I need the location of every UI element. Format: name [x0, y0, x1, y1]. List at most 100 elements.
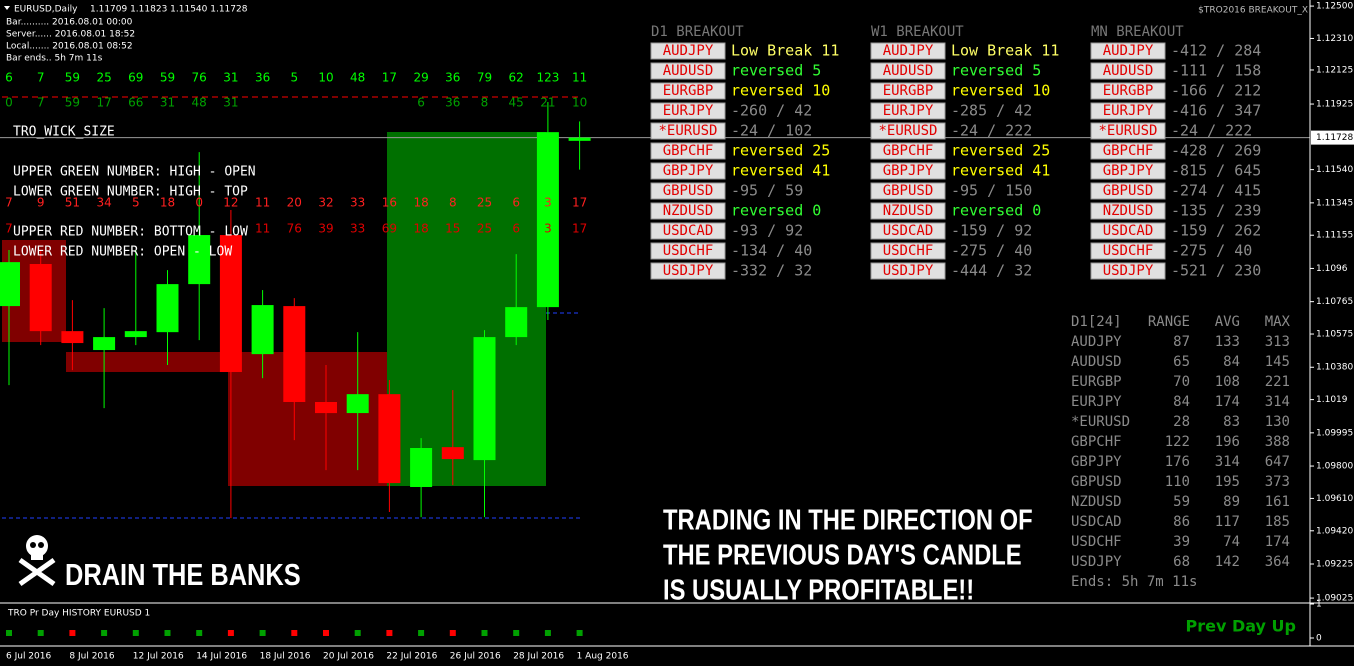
x-tick-label: 22 Jul 2016	[386, 652, 437, 662]
table-cell: 388	[1265, 434, 1290, 450]
table-cell: EURJPY	[1071, 394, 1122, 410]
history-mark	[418, 630, 425, 636]
table-cell: *EURUSD	[1071, 414, 1130, 430]
wick-count: 11	[255, 196, 270, 210]
table-cell: USDCAD	[1071, 514, 1122, 530]
status: -428 / 269	[1171, 142, 1261, 160]
wick-count: 76	[287, 222, 302, 236]
status: reversed 5	[951, 62, 1041, 80]
status: reversed 0	[731, 202, 821, 220]
wick-count: 7	[37, 96, 45, 110]
pair: USDCAD	[883, 223, 934, 239]
pair: GBPJPY	[1103, 163, 1154, 179]
candle-body	[536, 132, 559, 308]
table-cell: 87	[1173, 334, 1190, 350]
candle-body	[156, 284, 179, 333]
pair-box	[1090, 162, 1166, 180]
pair: AUDUSD	[1103, 63, 1154, 79]
pair-box	[870, 202, 946, 220]
status: -815 / 645	[1171, 162, 1261, 180]
pair-box	[870, 162, 946, 180]
history-mark	[544, 630, 551, 636]
wick-count: 7	[5, 196, 13, 210]
wick-count: 29	[413, 71, 428, 85]
pair-box	[650, 202, 726, 220]
pair: AUDJPY	[663, 43, 714, 59]
candle-body	[93, 337, 116, 351]
candle-body	[410, 447, 433, 488]
pair: USDCHF	[883, 243, 934, 259]
table-cell: AUDUSD	[1071, 354, 1122, 370]
zone	[228, 352, 387, 486]
wick-count: 62	[509, 71, 524, 85]
message: THE PREVIOUS DAY'S CANDLE	[663, 538, 1022, 571]
wick-count: 33	[350, 196, 365, 210]
status: reversed 0	[951, 202, 1041, 220]
pair: USDCAD	[1103, 223, 1154, 239]
legend-text: LOWER GREEN NUMBER: HIGH - TOP	[13, 185, 248, 200]
pair: AUDUSD	[883, 63, 934, 79]
y-tick-label: 1.10380	[1316, 363, 1353, 373]
y-tick-label: 1.11155	[1316, 231, 1353, 241]
candle-body	[61, 331, 84, 344]
table-cell: 84	[1223, 354, 1240, 370]
pair: USDJPY	[883, 263, 934, 279]
indicator-name: $TRO2016 BREAKOUT_X	[1198, 6, 1308, 16]
wick-count: 36	[445, 96, 460, 110]
pair: EURJPY	[663, 103, 714, 119]
pair-box	[1090, 62, 1166, 80]
pair: EURJPY	[1103, 103, 1154, 119]
table-cell: 176	[1165, 454, 1190, 470]
wick-count: 15	[445, 222, 460, 236]
table-cell: 117	[1215, 514, 1240, 530]
table-cell: 161	[1265, 494, 1290, 510]
pair-box	[870, 242, 946, 260]
pair-box	[1090, 122, 1166, 140]
pair-box	[870, 222, 946, 240]
wick-count: 31	[223, 96, 238, 110]
y-tick-label: 1.09225	[1316, 560, 1353, 570]
wick-count: 51	[65, 196, 80, 210]
wick-count: 3	[544, 196, 552, 210]
wick-count: 10	[318, 71, 333, 85]
table-cell: 70	[1173, 374, 1190, 390]
wick-count: 9	[37, 196, 45, 210]
history-mark	[513, 630, 520, 636]
table-cell: 314	[1215, 454, 1240, 470]
wick-count: 39	[318, 222, 333, 236]
wick-count: 45	[509, 96, 524, 110]
pair: USDJPY	[663, 263, 714, 279]
pair: EURGBP	[663, 83, 714, 99]
history-title: TRO Pr Day HISTORY EURUSD 1	[7, 609, 150, 619]
y-tick-label: 0	[1316, 634, 1322, 644]
pair: GBPUSD	[883, 183, 934, 199]
table-header: RANGE	[1148, 314, 1190, 330]
table-cell: 84	[1173, 394, 1190, 410]
pair-box	[650, 262, 726, 280]
table-cell: 142	[1215, 554, 1240, 570]
wick-count: 18	[160, 196, 175, 210]
table-cell: 185	[1265, 514, 1290, 530]
table-cell: USDJPY	[1071, 554, 1122, 570]
wick-count: 59	[160, 71, 175, 85]
status: -111 / 158	[1171, 62, 1261, 80]
pair: *EURUSD	[878, 123, 937, 139]
pair-box	[870, 182, 946, 200]
pair-box	[650, 182, 726, 200]
candle-body	[441, 447, 464, 460]
menu-arrow[interactable]	[4, 6, 10, 10]
status: -275 / 40	[1171, 242, 1252, 260]
table-cell: 130	[1265, 414, 1290, 430]
history-mark	[227, 630, 234, 636]
last-price-label: 1.11728	[1316, 133, 1353, 143]
y-tick-label: 1.1019	[1316, 395, 1348, 405]
wick-count: 79	[477, 71, 492, 85]
legend-text: TRO_WICK_SIZE	[13, 125, 115, 140]
pair: NZDUSD	[1103, 203, 1154, 219]
pair-box	[650, 82, 726, 100]
wick-count: 59	[65, 96, 80, 110]
table-cell: 86	[1173, 514, 1190, 530]
wick-count: 25	[477, 222, 492, 236]
x-tick-label: 14 Jul 2016	[196, 652, 247, 662]
pair-box	[870, 62, 946, 80]
